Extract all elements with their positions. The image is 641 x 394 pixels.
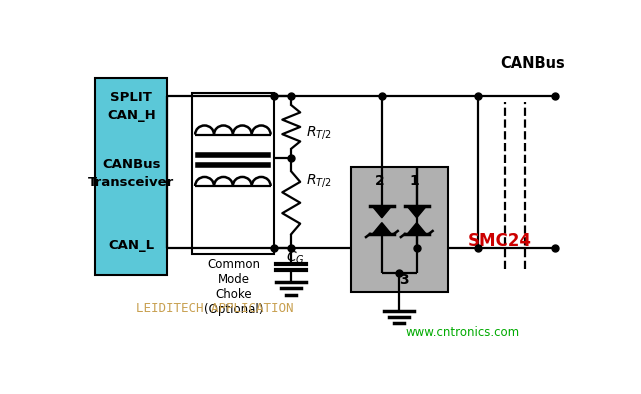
Text: CAN_L: CAN_L	[108, 240, 154, 253]
Text: 1: 1	[410, 174, 419, 188]
Polygon shape	[372, 223, 391, 234]
Bar	[95, 78, 167, 275]
Text: $R_{T/2}$: $R_{T/2}$	[306, 172, 332, 189]
Text: www.cntronics.com: www.cntronics.com	[406, 326, 520, 339]
Text: $R_{T/2}$: $R_{T/2}$	[306, 124, 332, 141]
Text: SPLIT: SPLIT	[110, 91, 152, 104]
Text: (Optional): (Optional)	[204, 303, 264, 316]
Text: SMC24: SMC24	[468, 232, 532, 251]
Text: LEIDITECH APPLICATION: LEIDITECH APPLICATION	[135, 302, 293, 315]
Bar	[192, 93, 274, 254]
Text: CAN_H: CAN_H	[107, 109, 156, 122]
Bar	[351, 167, 447, 292]
Polygon shape	[407, 206, 426, 218]
Text: Choke: Choke	[216, 288, 253, 301]
Text: CANBus: CANBus	[102, 158, 160, 171]
Text: $C_G$: $C_G$	[287, 250, 305, 266]
Text: Transceiver: Transceiver	[88, 176, 174, 189]
Text: Mode: Mode	[218, 273, 250, 286]
Text: 2: 2	[374, 174, 384, 188]
Text: 3: 3	[399, 273, 409, 287]
Text: Common: Common	[208, 258, 261, 271]
Polygon shape	[372, 206, 391, 218]
Text: CANBus: CANBus	[500, 56, 565, 71]
Polygon shape	[407, 223, 426, 234]
